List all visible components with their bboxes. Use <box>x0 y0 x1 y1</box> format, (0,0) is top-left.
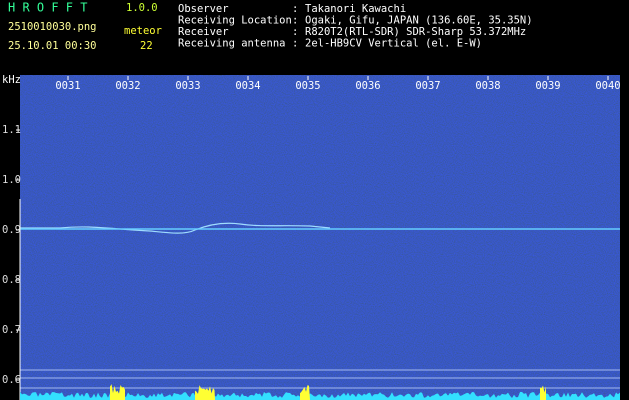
time-tick-label: 0038 <box>475 80 500 92</box>
time-tick-label: 0033 <box>175 80 200 92</box>
y-tick-label: 1.1 <box>2 124 21 136</box>
y-unit: kHz <box>2 74 21 86</box>
amplitude-peak <box>110 384 125 400</box>
amplitude-peak <box>540 385 546 400</box>
info-label: Receiving antenna <box>178 38 285 50</box>
meteor-label: meteor <box>124 25 162 37</box>
app-name: H R O F F T <box>8 1 87 15</box>
meteor-echo <box>20 222 331 234</box>
meteor-count: 22 <box>140 40 153 52</box>
y-tick-label: 0.7 <box>2 324 21 336</box>
time-tick-label: 0031 <box>55 80 80 92</box>
y-tick-label: 1.0 <box>2 174 21 186</box>
spectrogram-noise <box>20 75 620 400</box>
info-value: R820T2(RTL-SDR) SDR-Sharp 53.372MHz <box>305 26 526 38</box>
time-tick-label: 0039 <box>535 80 560 92</box>
info-separator: : <box>292 38 298 50</box>
info-value: Ogaki, Gifu, JAPAN (136.60E, 35.35N) <box>305 15 533 27</box>
info-separator: : <box>292 15 298 27</box>
amplitude-strip <box>20 392 620 400</box>
time-tick-label: 0037 <box>415 80 440 92</box>
y-tick-label: 0.6 <box>2 374 21 386</box>
info-value: 2el-HB9CV Vertical (el. E-W) <box>305 38 482 50</box>
info-label: Observer <box>178 3 229 15</box>
time-tick-label: 0036 <box>355 80 380 92</box>
time-tick-label: 0034 <box>235 80 260 92</box>
time-tick-label: 0032 <box>115 80 140 92</box>
time-tick-label: 0040 <box>595 80 620 92</box>
file-name: 2510010030.png <box>8 21 97 33</box>
y-tick-label: 0.8 <box>2 274 21 286</box>
info-label: Receiving Location <box>178 15 292 27</box>
amplitude-peak <box>300 385 310 400</box>
header-bg <box>0 0 629 75</box>
info-separator: : <box>292 3 298 15</box>
y-tick-label: 0.9 <box>2 224 21 236</box>
date-time: 25.10.01 00:30 <box>8 40 97 52</box>
info-value: Takanori Kawachi <box>305 3 406 15</box>
app-version: 1.0.0 <box>126 2 158 14</box>
info-label: Receiver <box>178 26 229 38</box>
info-separator: : <box>292 26 298 38</box>
time-tick-label: 0035 <box>295 80 320 92</box>
amplitude-peak <box>195 385 215 400</box>
